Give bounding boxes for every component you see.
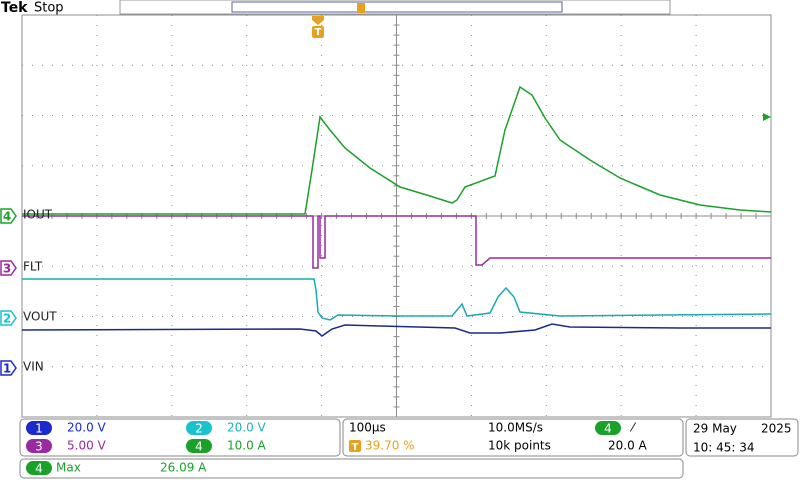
trace-vout — [22, 278, 772, 321]
channel-badge — [26, 439, 52, 453]
channel-badge — [26, 421, 52, 435]
measurement-value: 26.09 A — [160, 461, 207, 475]
channel-number: 3 — [3, 262, 11, 276]
sample-rate: 10.0MS/s — [488, 421, 543, 435]
trigger-position: 39.70 % — [365, 439, 415, 453]
brand: Tek — [1, 0, 28, 16]
channel-badge-number: 2 — [195, 422, 203, 436]
channel-label: FLT — [23, 260, 43, 274]
time: 10: 45: 34 — [693, 441, 755, 455]
trigger-level — [763, 113, 771, 121]
trigger-slope: ⁄ — [629, 421, 637, 435]
trigger-icon — [312, 26, 324, 38]
channel-scale: 20.0 V — [67, 421, 107, 435]
trigger-icon — [349, 440, 361, 452]
measurement-box — [19, 458, 684, 479]
channel-marker — [0, 208, 17, 224]
channel-label: VIN — [23, 360, 44, 374]
channel-badge — [595, 421, 621, 435]
trigger-level: 20.0 A — [608, 439, 648, 453]
channel-marker — [0, 260, 17, 276]
channel-badge-number: 4 — [604, 422, 612, 436]
record-window — [231, 1, 563, 13]
channel-badge — [186, 439, 212, 453]
channel-number: 2 — [3, 312, 11, 326]
channel-marker — [0, 360, 17, 376]
channel-markers: 4 IOUT 3 FLT 2 VOUT 1 VIN — [0, 208, 57, 376]
run-status: Stop — [34, 1, 64, 16]
channel-scale: 10.0 A — [227, 439, 267, 453]
channel-badge-number: 4 — [35, 462, 43, 476]
trigger-position — [312, 16, 324, 25]
channel-scale: 5.00 V — [67, 439, 107, 453]
channel-badge-number: 1 — [35, 422, 43, 436]
channel-scale: 20.0 V — [227, 421, 267, 435]
channel-badge — [186, 421, 212, 435]
record-length: 10k points — [488, 439, 551, 453]
channel-number: 4 — [3, 210, 11, 224]
trace-vin — [21, 323, 771, 337]
trace-iout — [22, 85, 772, 215]
trigger-icon-t: T — [352, 442, 359, 453]
date-day-month: 29 May — [693, 422, 737, 436]
channel-marker — [0, 310, 17, 326]
record-trigger-marker — [357, 3, 365, 13]
measurement-name: Max — [56, 461, 81, 475]
channel-badge — [26, 461, 52, 475]
channel-number: 1 — [3, 362, 11, 376]
date-year: 2025 — [761, 422, 792, 436]
timebase: 100µs — [349, 421, 386, 435]
channel-label: IOUT — [23, 208, 53, 222]
trace-flt — [22, 215, 771, 269]
record-bar — [119, 0, 671, 15]
readouts: 1 20.0 V 2 20.0 V 3 5.00 V 4 10.0 A 100µs 10.0MS/… — [26, 421, 792, 476]
date-box — [685, 418, 799, 457]
channel-badge-number: 3 — [35, 440, 43, 454]
channel-badge-number: 4 — [195, 440, 203, 454]
vertical-readout-box — [19, 418, 341, 457]
trigger-icon-t: T — [315, 27, 322, 38]
channel-label: VOUT — [23, 310, 57, 324]
